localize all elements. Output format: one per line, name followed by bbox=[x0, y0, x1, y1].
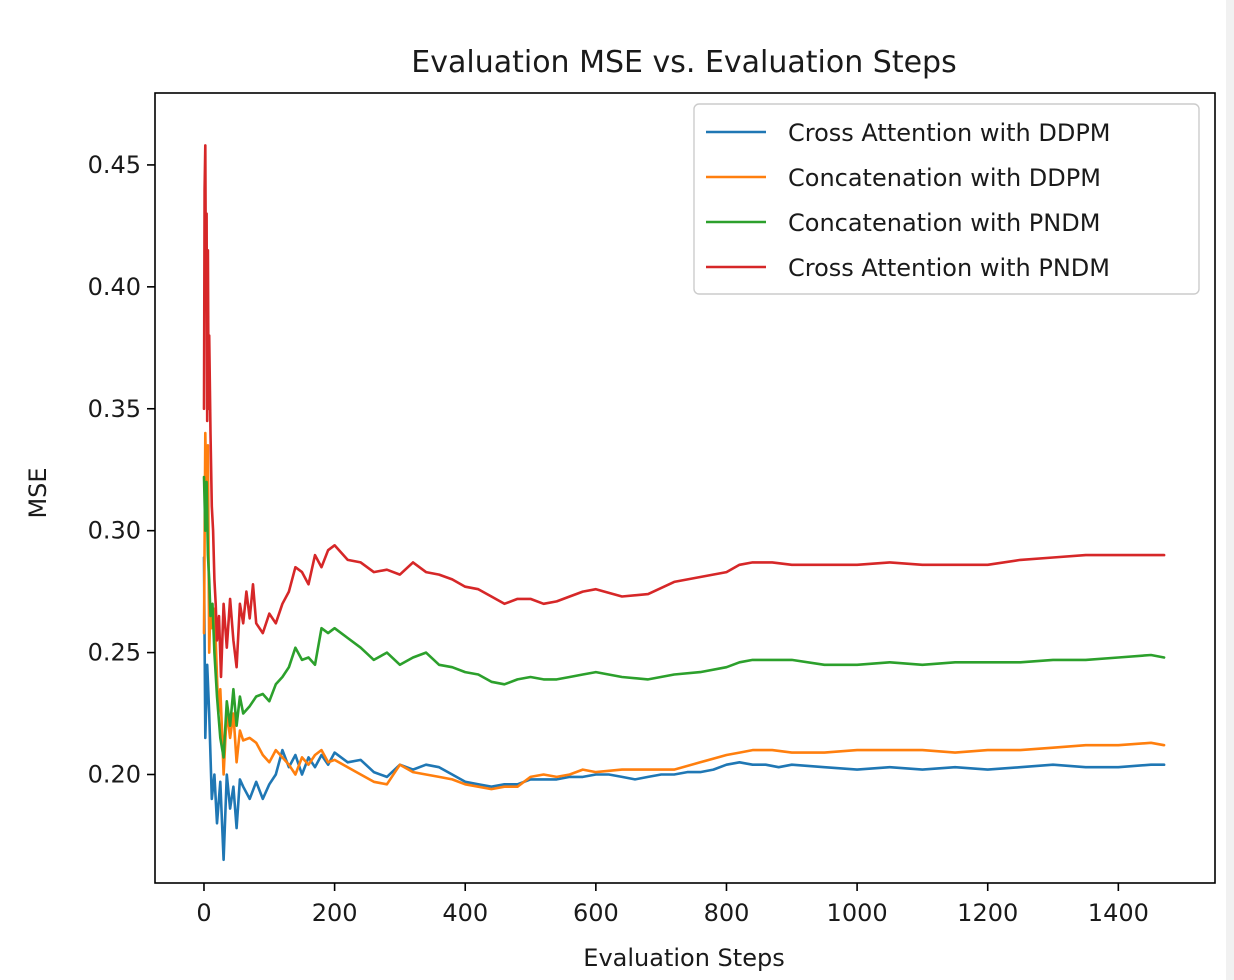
y-tick-label: 0.25 bbox=[88, 639, 141, 667]
x-tick-label: 1200 bbox=[957, 899, 1018, 927]
window-edge bbox=[1226, 0, 1234, 980]
x-tick-label: 800 bbox=[704, 899, 750, 927]
x-tick-label: 1000 bbox=[827, 899, 888, 927]
series-line-2 bbox=[202, 431, 1166, 791]
y-axis-label: MSE bbox=[24, 467, 52, 518]
series-line-1 bbox=[202, 556, 1166, 862]
y-tick-label: 0.20 bbox=[88, 760, 141, 788]
legend-label: Cross Attention with DDPM bbox=[788, 119, 1111, 147]
legend: Cross Attention with DDPM Concatenation w… bbox=[693, 103, 1200, 295]
y-tick-label: 0.45 bbox=[88, 151, 141, 179]
y-tick-label: 0.35 bbox=[88, 395, 141, 423]
legend-label: Cross Attention with PNDM bbox=[788, 254, 1110, 282]
x-tick-label: 1400 bbox=[1088, 899, 1149, 927]
plot-area bbox=[202, 144, 1166, 862]
y-tick-label: 0.40 bbox=[88, 273, 141, 301]
x-tick-label: 600 bbox=[573, 899, 619, 927]
x-axis-label: Evaluation Steps bbox=[583, 944, 784, 972]
axes-frame bbox=[154, 92, 1216, 884]
series-line-3 bbox=[202, 475, 1166, 759]
legend-label: Concatenation with PNDM bbox=[788, 209, 1100, 237]
x-tick-label: 400 bbox=[442, 899, 488, 927]
y-tick-label: 0.30 bbox=[88, 517, 141, 545]
axes: 0 200 400 600 800 1000 1200 1400 0.20 0.25 0.30 0.3… bbox=[88, 92, 1216, 927]
series-line-4 bbox=[202, 144, 1166, 679]
x-tick-label: 200 bbox=[312, 899, 358, 927]
legend-label: Concatenation with DDPM bbox=[788, 164, 1101, 192]
chart-title: Evaluation MSE vs. Evaluation Steps bbox=[411, 45, 956, 80]
legend-box bbox=[693, 103, 1200, 295]
x-tick-label: 0 bbox=[196, 899, 211, 927]
